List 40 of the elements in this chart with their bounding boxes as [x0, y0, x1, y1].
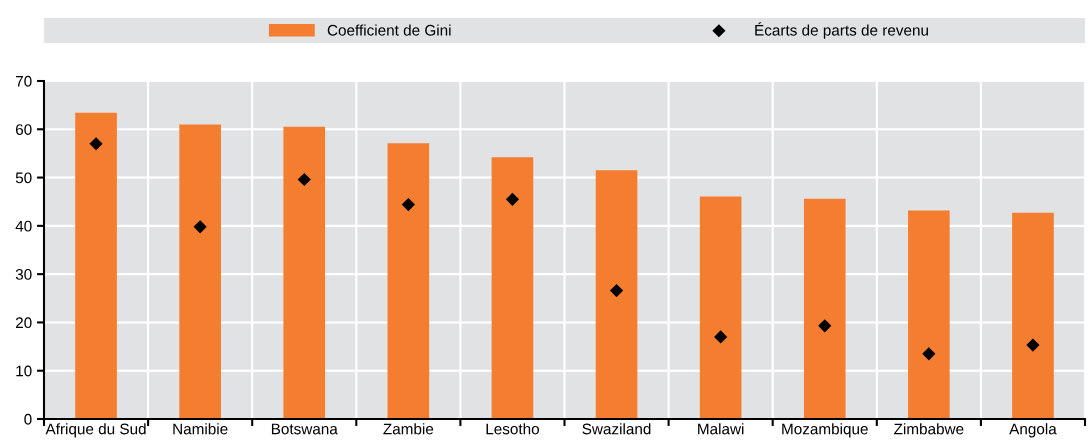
x-tick-label: Namibie — [173, 423, 228, 435]
point — [505, 192, 520, 206]
bar — [491, 157, 534, 419]
legend-label: Écarts de parts de revenu — [755, 22, 928, 39]
bar — [803, 198, 846, 419]
x-tick-label: Lesotho — [486, 423, 539, 435]
y-tick-label: 10 — [16, 365, 32, 377]
y-tick-label: 70 — [15, 75, 32, 87]
y-tick-label: 0 — [24, 413, 32, 425]
x-tick-label: Zimbabwe — [894, 423, 964, 435]
point — [714, 330, 728, 344]
x-tick-label: Swaziland — [582, 423, 651, 435]
x-tick-label: Angola — [1009, 423, 1057, 438]
point — [922, 347, 936, 361]
y-tick-label: 30 — [15, 269, 32, 280]
x-tick-label: Malawi — [698, 423, 744, 435]
y-tick-label: 40 — [15, 220, 32, 232]
bar — [1012, 212, 1054, 419]
point — [609, 283, 624, 298]
point — [193, 220, 207, 234]
bar — [179, 124, 221, 419]
bar — [908, 210, 950, 419]
point — [818, 319, 832, 333]
bar — [283, 126, 326, 419]
x-tick-label: Afrique du Sud — [45, 423, 146, 438]
legend-label: Coefficient de Gini — [327, 24, 451, 36]
x-tick-label: Botswana — [271, 423, 338, 435]
bar — [387, 143, 430, 419]
x-tick-label: Zambie — [383, 423, 434, 435]
y-tick-label: 20 — [15, 317, 32, 329]
bar — [595, 170, 638, 419]
point — [89, 137, 103, 151]
bar — [699, 196, 742, 419]
point — [401, 198, 415, 212]
bar — [75, 112, 117, 419]
y-tick-label: 60 — [15, 124, 32, 135]
point — [297, 172, 311, 187]
y-tick-label: 50 — [15, 172, 32, 184]
point — [1026, 338, 1040, 352]
x-tick-label: Mozambique — [782, 423, 868, 438]
